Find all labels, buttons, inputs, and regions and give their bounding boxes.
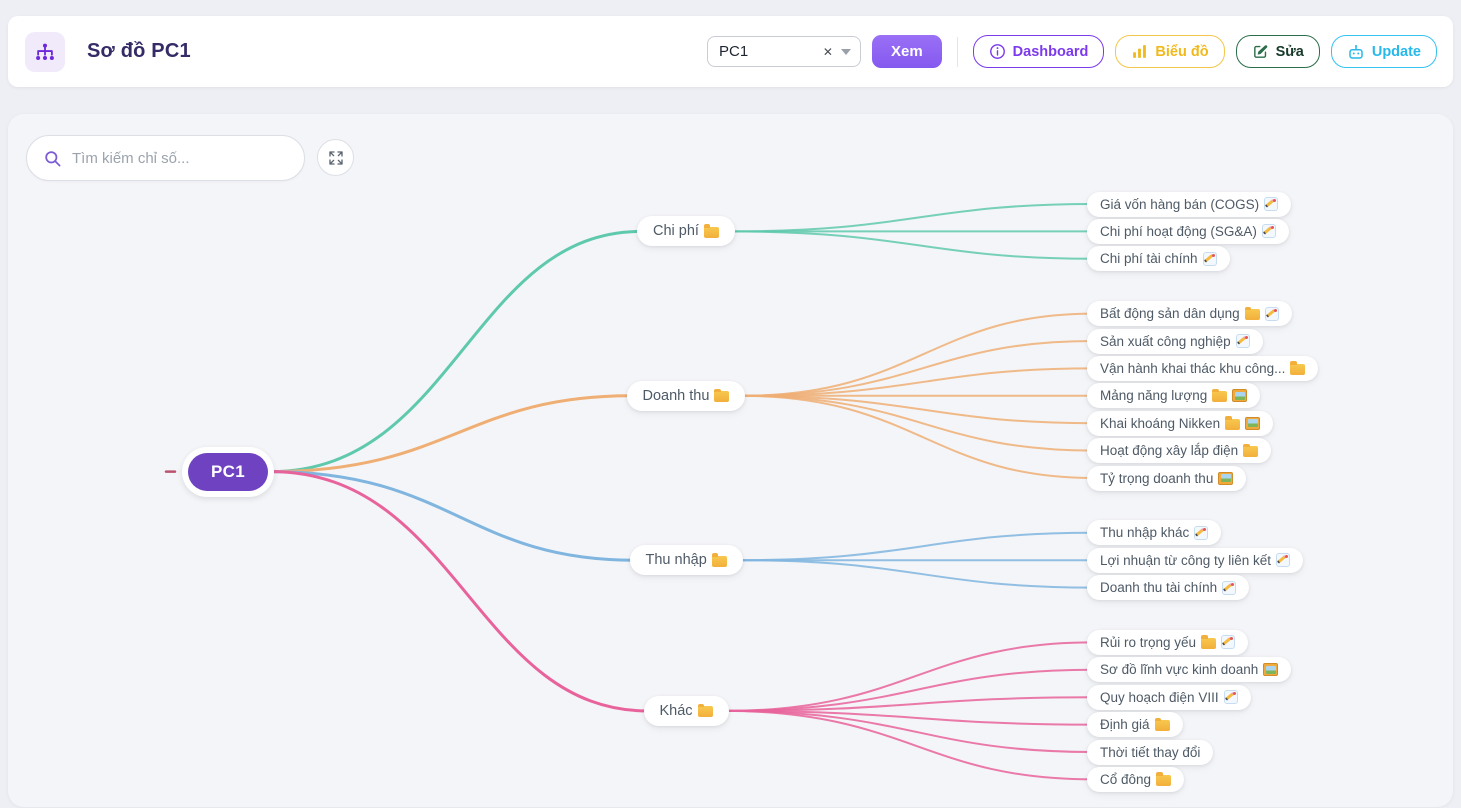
node-label: Chi phí bbox=[653, 223, 699, 240]
leaf-node[interactable]: Khai khoáng Nikken bbox=[1087, 410, 1274, 436]
branch-node[interactable]: Khác bbox=[643, 695, 729, 726]
folder-icon bbox=[1290, 361, 1306, 375]
mindmap: Giá vốn hàng bán (COGS) Chi phí hoạt động… bbox=[8, 114, 1453, 807]
memo-icon bbox=[1202, 251, 1217, 266]
memo-icon bbox=[1276, 553, 1290, 568]
leaf-node[interactable]: Doanh thu tài chính bbox=[1087, 575, 1250, 601]
node-label: Doanh thu tài chính bbox=[1100, 580, 1218, 596]
chart-button[interactable]: Biểu đồ bbox=[1115, 35, 1225, 68]
branch-node[interactable]: Doanh thu bbox=[626, 380, 746, 411]
leaf-node[interactable]: Vận hành khai thác khu công... bbox=[1087, 355, 1319, 381]
search-input[interactable] bbox=[72, 149, 290, 167]
node-label: Khác bbox=[659, 702, 693, 719]
leaf-node[interactable]: Sơ đồ lĩnh vực kinh doanh bbox=[1087, 657, 1292, 683]
robot-icon bbox=[1349, 44, 1363, 59]
leaf-node[interactable]: Giá vốn hàng bán (COGS) bbox=[1087, 191, 1292, 217]
node-label: Rủi ro trọng yếu bbox=[1100, 634, 1197, 650]
edit-button[interactable]: Sửa bbox=[1235, 35, 1320, 68]
leaf-node[interactable]: Hoạt động xây lắp điện bbox=[1087, 438, 1272, 464]
folder-icon bbox=[1201, 635, 1217, 649]
node-label: Bất động sản dân dụng bbox=[1100, 306, 1240, 322]
folder-icon bbox=[711, 553, 727, 567]
memo-icon bbox=[1222, 580, 1237, 595]
node-label: Định giá bbox=[1100, 717, 1150, 733]
branch-node[interactable]: Chi phí bbox=[637, 216, 735, 247]
update-button[interactable]: Update bbox=[1330, 35, 1437, 68]
picture-icon bbox=[1263, 663, 1279, 677]
pencil-square-icon bbox=[1253, 45, 1267, 58]
memo-icon bbox=[1221, 635, 1236, 650]
leaf-node[interactable]: Rủi ro trọng yếu bbox=[1087, 629, 1249, 655]
node-label: Doanh thu bbox=[642, 387, 710, 404]
leaf-node[interactable]: Thu nhập khác bbox=[1087, 520, 1222, 546]
memo-icon bbox=[1261, 224, 1276, 239]
fullscreen-button[interactable] bbox=[317, 139, 354, 176]
bar-chart-icon bbox=[1133, 45, 1147, 58]
divider bbox=[956, 36, 958, 67]
info-icon bbox=[989, 44, 1005, 59]
leaf-node[interactable]: Bất động sản dân dụng bbox=[1087, 301, 1292, 327]
root-node[interactable]: PC1 bbox=[182, 446, 274, 497]
folder-icon bbox=[703, 224, 719, 238]
picture-icon bbox=[1218, 471, 1234, 485]
leaf-node[interactable]: Cổ đông bbox=[1087, 766, 1185, 792]
dashboard-button[interactable]: Dashboard bbox=[972, 35, 1105, 68]
memo-icon bbox=[1235, 334, 1250, 348]
node-label: Chi phí hoạt động (SG&A) bbox=[1100, 223, 1257, 239]
folder-icon bbox=[1243, 443, 1259, 458]
folder-icon bbox=[714, 388, 730, 403]
leaf-node[interactable]: Mảng năng lượng bbox=[1087, 383, 1261, 409]
node-label: Hoạt động xây lắp điện bbox=[1100, 443, 1239, 459]
leaf-node[interactable]: Chi phí tài chính bbox=[1087, 246, 1230, 272]
folder-icon bbox=[1212, 388, 1228, 403]
folder-icon bbox=[1156, 772, 1172, 786]
clear-icon[interactable]: ✕ bbox=[822, 44, 833, 59]
branch-node[interactable]: Thu nhập bbox=[629, 545, 743, 576]
node-label: Thời tiết thay đổi bbox=[1100, 744, 1201, 760]
header: Sơ đồ PC1 PC1 ✕ Xem Dashboard Biểu đồ bbox=[8, 16, 1453, 87]
view-button[interactable]: Xem bbox=[871, 35, 942, 68]
node-label: Thu nhập bbox=[645, 552, 707, 569]
node-label: Sơ đồ lĩnh vực kinh doanh bbox=[1100, 662, 1259, 678]
leaf-node[interactable]: Chi phí hoạt động (SG&A) bbox=[1087, 218, 1289, 244]
node-label: Chi phí tài chính bbox=[1100, 251, 1198, 267]
diagram-select-value: PC1 bbox=[718, 43, 749, 60]
node-label: Khai khoáng Nikken bbox=[1100, 415, 1221, 431]
memo-icon bbox=[1194, 525, 1209, 540]
leaf-node[interactable]: Định giá bbox=[1087, 712, 1183, 738]
leaf-node[interactable]: Sản xuất công nghiệp bbox=[1087, 328, 1263, 354]
node-label: Vận hành khai thác khu công... bbox=[1100, 360, 1286, 376]
node-label: Lợi nhuận từ công ty liên kết bbox=[1100, 552, 1271, 568]
node-label: Cổ đông bbox=[1100, 771, 1152, 787]
leaf-node[interactable]: Lợi nhuận từ công ty liên kết bbox=[1087, 547, 1303, 573]
node-label: Mảng năng lượng bbox=[1100, 388, 1208, 404]
node-label: Sản xuất công nghiệp bbox=[1100, 333, 1231, 349]
folder-icon bbox=[697, 703, 713, 718]
sitemap-icon bbox=[25, 31, 65, 72]
search-icon bbox=[45, 150, 61, 166]
node-label: Tỷ trọng doanh thu bbox=[1100, 470, 1214, 486]
node-label: Thu nhập khác bbox=[1100, 525, 1190, 541]
memo-icon bbox=[1264, 306, 1279, 321]
mindmap-links bbox=[164, 203, 1094, 781]
diagram-select[interactable]: PC1 ✕ bbox=[706, 36, 861, 67]
mindmap-canvas: Giá vốn hàng bán (COGS) Chi phí hoạt động… bbox=[8, 114, 1453, 807]
picture-icon bbox=[1245, 416, 1261, 430]
picture-icon bbox=[1232, 389, 1248, 403]
folder-icon bbox=[1154, 717, 1170, 732]
page-title: Sơ đồ PC1 bbox=[87, 40, 191, 62]
leaf-node[interactable]: Quy hoạch điện VIII bbox=[1087, 684, 1251, 710]
node-label: Quy hoạch điện VIII bbox=[1100, 689, 1219, 705]
leaf-node[interactable]: Thời tiết thay đổi bbox=[1087, 739, 1214, 765]
folder-icon bbox=[1244, 306, 1260, 321]
node-label: Giá vốn hàng bán (COGS) bbox=[1100, 196, 1260, 212]
leaf-node[interactable]: Tỷ trọng doanh thu bbox=[1087, 465, 1247, 491]
folder-icon bbox=[1225, 416, 1241, 430]
search-bar bbox=[26, 135, 305, 181]
expand-icon bbox=[328, 150, 343, 165]
memo-icon bbox=[1264, 197, 1279, 211]
root-node-label: PC1 bbox=[188, 452, 268, 491]
chevron-down-icon[interactable] bbox=[840, 48, 851, 55]
memo-icon bbox=[1223, 690, 1238, 705]
